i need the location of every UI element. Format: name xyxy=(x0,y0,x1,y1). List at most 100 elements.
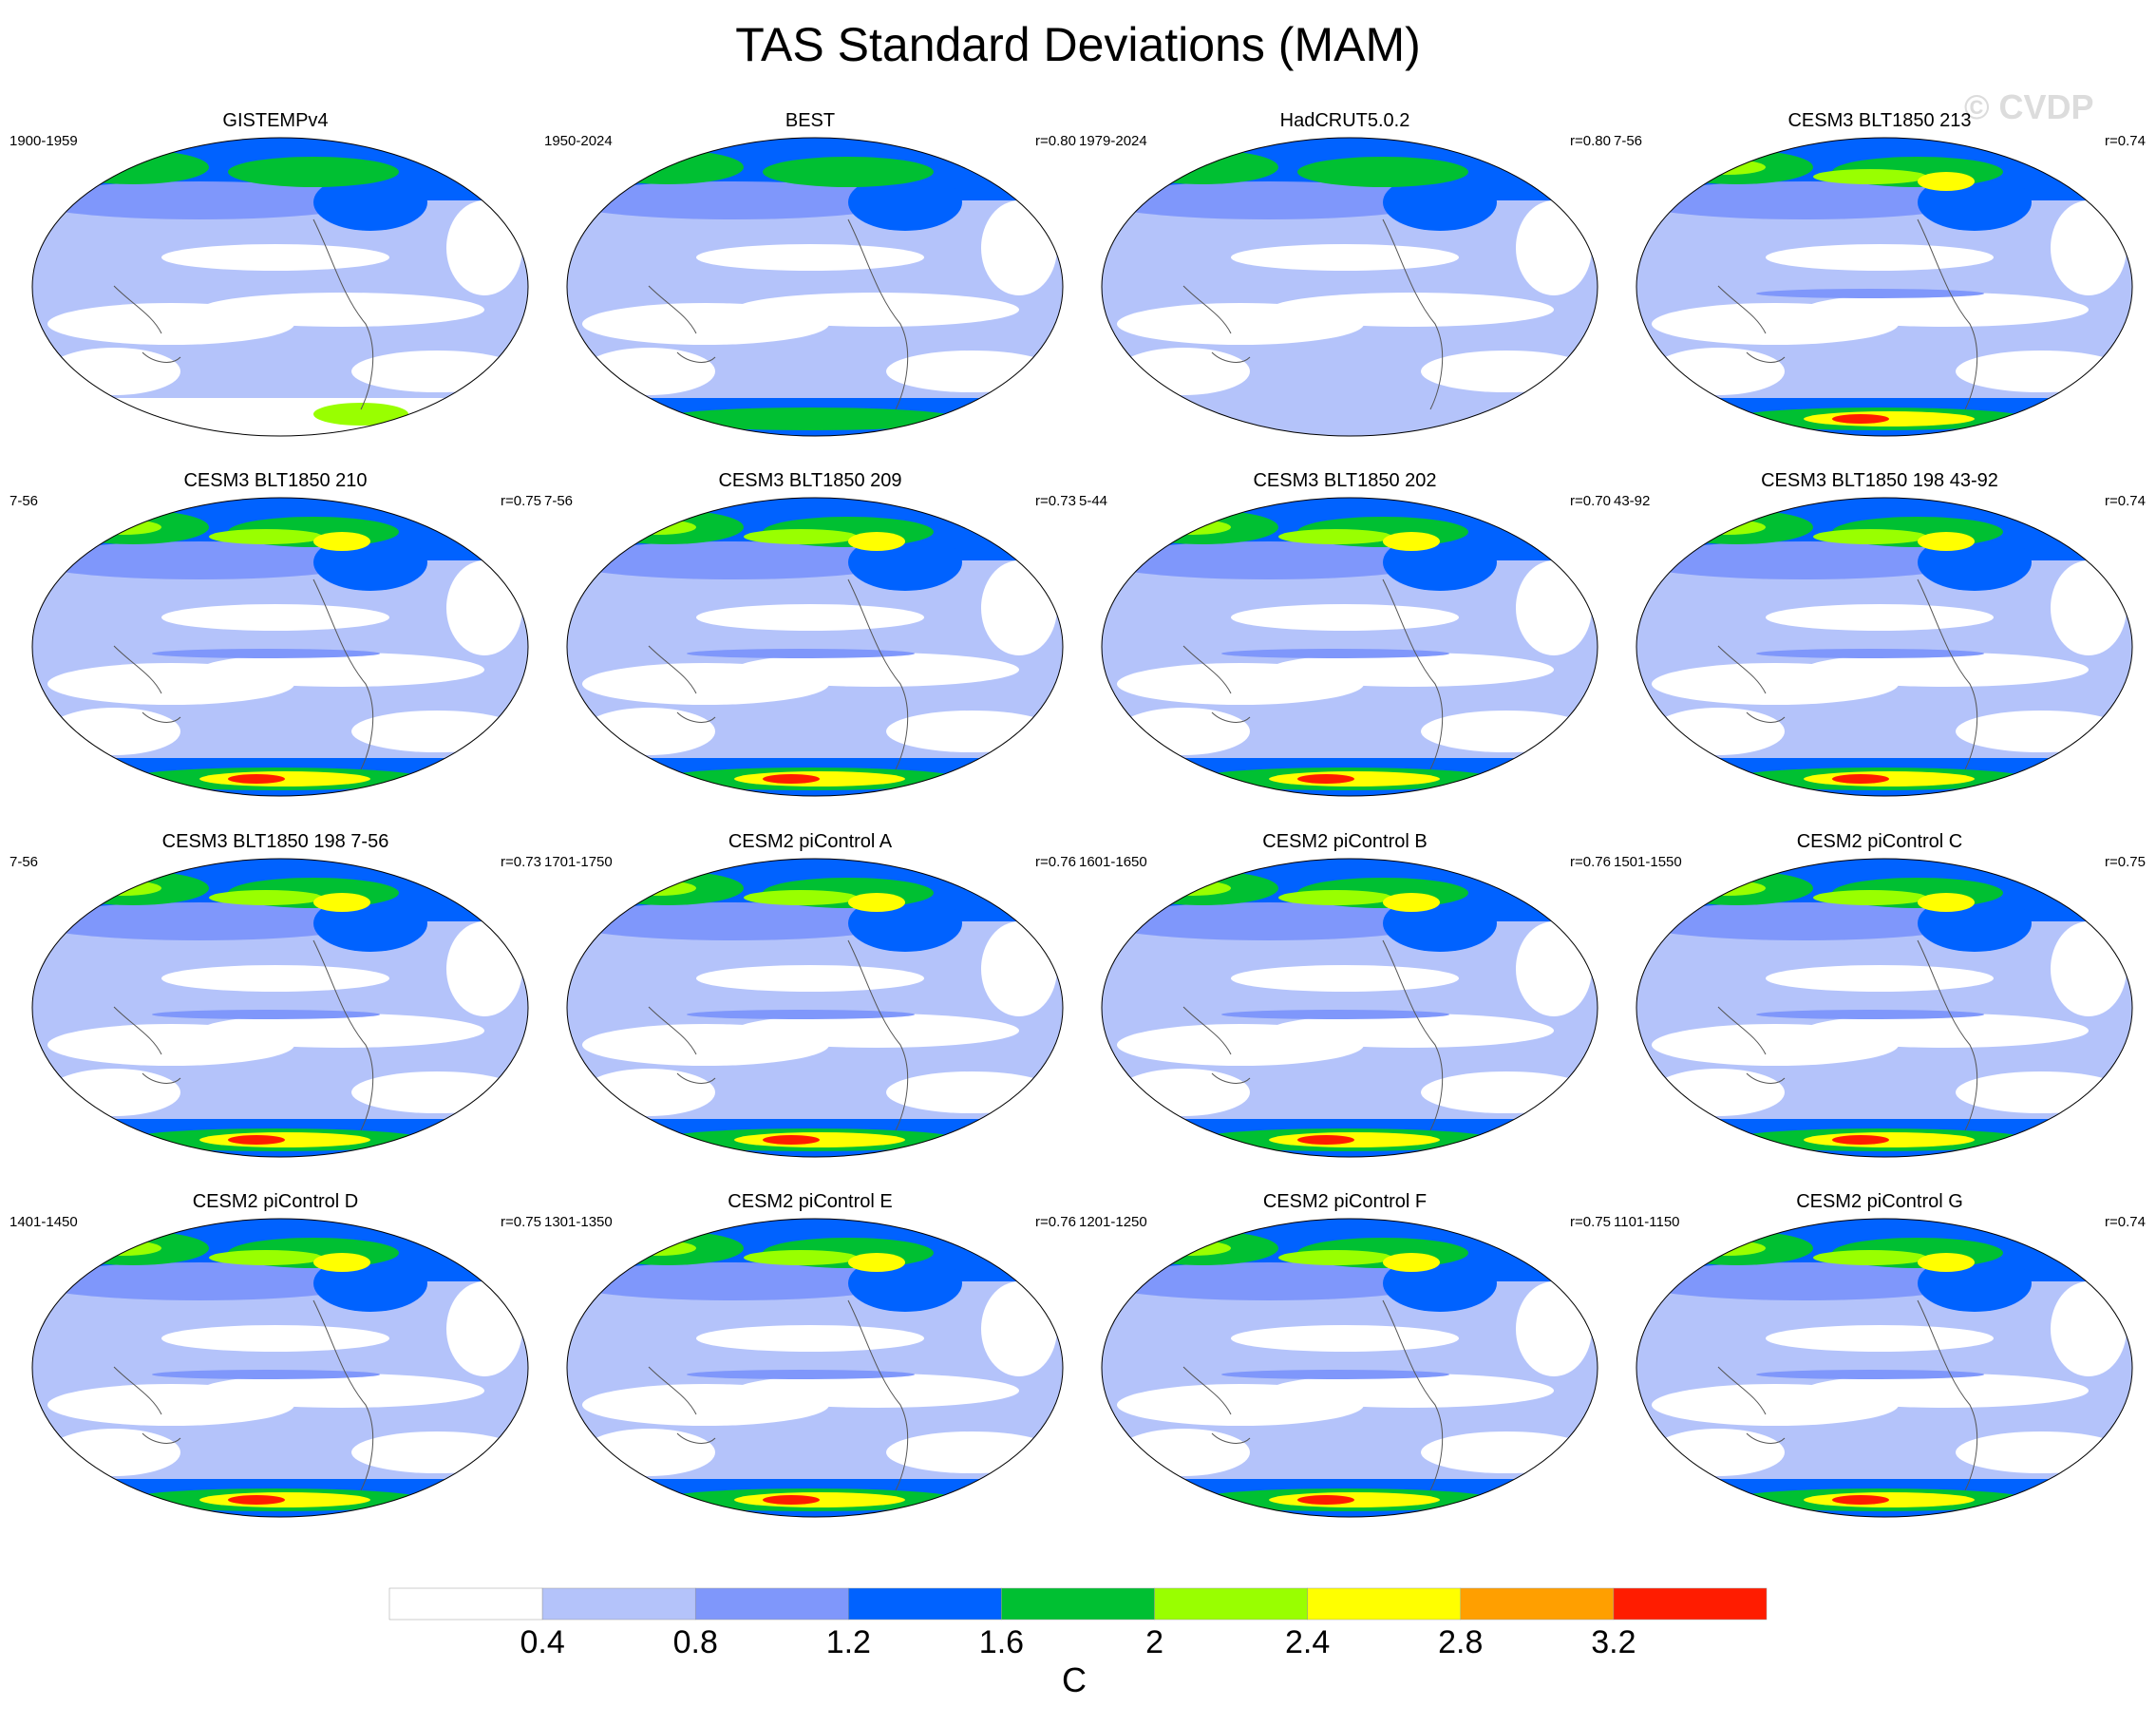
high-variance-region xyxy=(744,529,858,544)
high-variance-region xyxy=(615,507,644,519)
low-variance-region xyxy=(1269,293,1554,327)
global-map xyxy=(1101,497,1598,797)
low-variance-region xyxy=(582,1069,715,1116)
map-panel: CESM3 BLT1850 202 5-44 r=0.70 xyxy=(1079,470,1611,812)
high-variance-region xyxy=(1155,520,1231,535)
high-variance-region xyxy=(32,181,370,219)
high-variance-region xyxy=(1813,890,1927,905)
high-variance-region xyxy=(228,157,399,187)
low-variance-region xyxy=(1652,1429,1785,1476)
low-variance-region xyxy=(47,1069,180,1116)
high-variance-region xyxy=(85,881,161,896)
map-border xyxy=(1101,858,1598,1158)
high-variance-region xyxy=(1918,893,1975,912)
high-variance-region xyxy=(1297,1495,1354,1505)
low-variance-region xyxy=(1636,405,1728,433)
low-variance-region xyxy=(47,1429,180,1476)
map-border xyxy=(1101,137,1598,437)
global-map xyxy=(31,137,529,437)
high-variance-region xyxy=(81,868,109,880)
high-variance-region xyxy=(1636,541,1975,579)
colorbar-tick-label: 2 xyxy=(1145,1624,1164,1660)
panel-period: 1501-1550 xyxy=(1614,854,1682,870)
high-variance-region xyxy=(32,1262,370,1300)
coastline xyxy=(648,1366,716,1444)
high-variance-region xyxy=(848,893,905,912)
global-map xyxy=(31,1218,529,1518)
low-variance-region xyxy=(161,965,389,992)
high-variance-region xyxy=(1102,181,1440,219)
high-variance-region xyxy=(848,532,905,551)
low-variance-region xyxy=(1516,200,1592,295)
low-variance-region xyxy=(1804,1374,2089,1408)
high-variance-region xyxy=(81,1228,109,1240)
map-panel: CESM2 piControl D 1401-1450 r=0.75 xyxy=(9,1191,541,1533)
coastline xyxy=(1917,1299,1978,1491)
high-variance-region xyxy=(1690,1241,1766,1256)
high-variance-region xyxy=(658,408,962,430)
high-variance-region xyxy=(615,1228,644,1240)
low-variance-region xyxy=(886,1071,1057,1113)
map-border xyxy=(1636,858,2133,1158)
coastline xyxy=(312,218,374,410)
low-variance-region xyxy=(199,1014,484,1048)
low-variance-region xyxy=(1421,1071,1592,1113)
high-variance-region xyxy=(567,541,905,579)
panel-correlation: r=0.73 xyxy=(501,854,541,870)
low-variance-region xyxy=(2051,560,2127,655)
high-variance-region xyxy=(1636,1262,1975,1300)
coastline xyxy=(847,578,909,770)
coastline xyxy=(1717,1366,1786,1444)
coastline xyxy=(1917,578,1978,770)
low-variance-region xyxy=(1269,1014,1554,1048)
map-panel: HadCRUT5.0.2 1979-2024 r=0.80 xyxy=(1079,110,1611,452)
high-variance-region xyxy=(1918,172,1975,191)
low-variance-region xyxy=(696,1325,924,1352)
low-variance-region xyxy=(1102,765,1193,793)
low-variance-region xyxy=(1102,1126,1193,1154)
enso-region xyxy=(1756,289,1984,298)
low-variance-region xyxy=(351,351,522,392)
high-variance-region xyxy=(228,1495,285,1505)
low-variance-region xyxy=(446,1281,522,1376)
global-map xyxy=(566,1218,1064,1518)
low-variance-region xyxy=(1652,1069,1785,1116)
high-variance-region xyxy=(1278,890,1392,905)
panel-title: GISTEMPv4 xyxy=(222,110,329,131)
global-map xyxy=(566,137,1064,437)
global-map xyxy=(31,497,529,797)
coastline xyxy=(847,1299,909,1491)
low-variance-region xyxy=(2051,200,2127,295)
panel-period: 7-56 xyxy=(9,493,39,509)
low-variance-region xyxy=(199,653,484,687)
low-variance-region xyxy=(981,1281,1057,1376)
low-variance-region xyxy=(1804,293,2089,327)
enso-region xyxy=(1756,1010,1984,1019)
low-variance-region xyxy=(734,293,1019,327)
panel-title: CESM3 BLT1850 210 xyxy=(183,470,368,491)
colorbar-bin xyxy=(541,1587,696,1621)
coastline xyxy=(648,1006,716,1084)
low-variance-region xyxy=(32,405,123,433)
enso-region xyxy=(687,1010,915,1019)
colorbar-bin xyxy=(694,1587,849,1621)
high-variance-region xyxy=(620,881,696,896)
colorbar-tick-label: 2.4 xyxy=(1285,1624,1331,1660)
high-variance-region xyxy=(1813,169,1927,184)
map-border xyxy=(566,137,1064,437)
low-variance-region xyxy=(1652,348,1785,395)
low-variance-region xyxy=(351,711,522,752)
low-variance-region xyxy=(1117,1069,1250,1116)
low-variance-region xyxy=(734,653,1019,687)
high-variance-region xyxy=(81,507,109,519)
global-map xyxy=(1636,858,2133,1158)
enso-region xyxy=(1221,1010,1449,1019)
low-variance-region xyxy=(1766,604,1994,631)
high-variance-region xyxy=(1636,181,1975,219)
high-variance-region xyxy=(1383,532,1440,551)
panel-period: 1701-1750 xyxy=(544,854,613,870)
colorbar-bin xyxy=(1460,1587,1615,1621)
low-variance-region xyxy=(567,765,658,793)
panel-correlation: r=0.75 xyxy=(1570,1214,1611,1230)
high-variance-region xyxy=(1155,1241,1231,1256)
